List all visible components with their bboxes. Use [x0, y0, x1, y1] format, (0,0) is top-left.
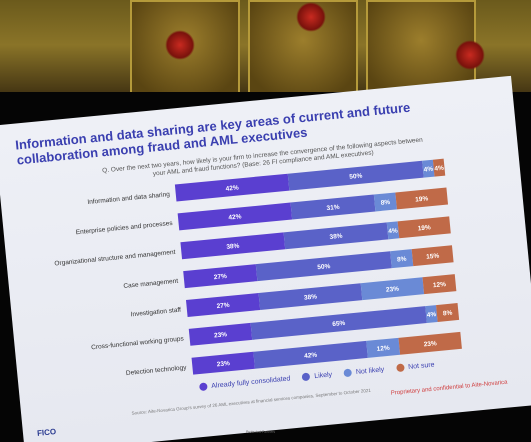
- category-label: Organizational structure and management: [54, 249, 176, 268]
- data-label: 42%: [304, 352, 318, 360]
- bar-segment: [188, 322, 253, 346]
- category-label: Case management: [123, 278, 179, 290]
- data-label: 19%: [417, 224, 431, 232]
- bar-segment: [287, 160, 424, 191]
- category-label: Detection technology: [126, 364, 188, 377]
- bar-segment: [397, 216, 451, 239]
- bar-segment: [422, 274, 457, 295]
- source-note: Source: Aite-Novarica Group's survey of …: [131, 387, 372, 416]
- data-label: 42%: [228, 213, 242, 221]
- data-label: 4%: [388, 227, 398, 235]
- bar-segment: [255, 251, 392, 282]
- data-label: 4%: [427, 311, 437, 319]
- data-label: 65%: [332, 320, 346, 328]
- bar-segment: [432, 158, 446, 177]
- confidentiality-note: Proprietary and confidential to Aite-Nov…: [390, 379, 508, 397]
- bar-segment: [185, 293, 261, 317]
- bar-segment: [398, 331, 462, 355]
- bar-segment: [425, 305, 438, 324]
- data-label: 15%: [426, 253, 440, 261]
- data-label: 8%: [380, 199, 390, 207]
- slide: Information and data sharing are key are…: [0, 75, 531, 442]
- bar-segment: [395, 187, 449, 210]
- legend-item: Likely: [301, 370, 333, 382]
- data-label: 31%: [326, 204, 340, 212]
- data-label: 27%: [216, 302, 230, 310]
- screen-footer-tag: Protected Partners: [246, 430, 276, 434]
- data-label: 23%: [214, 331, 228, 339]
- bar-segment: [411, 245, 454, 267]
- data-label: 50%: [317, 263, 331, 271]
- category-label: Enterprise policies and processes: [75, 220, 173, 236]
- data-label: 19%: [415, 195, 429, 203]
- category-label: Information and data sharing: [87, 191, 170, 206]
- bar-segment: [373, 192, 397, 212]
- data-label: 4%: [423, 166, 433, 174]
- bar-segment: [290, 194, 376, 220]
- bar-segment: [253, 340, 368, 369]
- data-label: 23%: [217, 360, 231, 368]
- bar-segment: [177, 202, 293, 231]
- bar-segment: [360, 277, 425, 301]
- bar-segment: [183, 264, 258, 289]
- data-label: 38%: [304, 293, 318, 301]
- fico-logo: FICO: [36, 427, 57, 438]
- legend-label: Not likely: [355, 365, 385, 376]
- category-label: Investigation staff: [130, 307, 181, 319]
- data-label: 12%: [376, 345, 390, 353]
- bar-segment: [174, 173, 290, 202]
- data-label: 42%: [225, 184, 239, 192]
- legend-label: Likely: [313, 370, 333, 380]
- data-label: 23%: [386, 286, 400, 294]
- ceiling-ornament: [455, 40, 485, 70]
- data-label: 50%: [349, 173, 363, 181]
- data-label: 27%: [214, 273, 228, 281]
- legend-label: Not sure: [407, 361, 435, 371]
- data-label: 38%: [329, 233, 343, 241]
- category-label: Cross-functional working groups: [91, 335, 185, 351]
- ceiling-ornament: [165, 30, 195, 60]
- data-label: 4%: [434, 165, 444, 173]
- legend-swatch: [199, 382, 208, 392]
- bar-segment: [180, 232, 286, 260]
- bar-segment: [258, 283, 363, 310]
- bar-segment: [191, 351, 255, 375]
- bar-segment: [436, 303, 460, 323]
- data-label: 8%: [443, 310, 453, 318]
- legend-swatch: [395, 363, 405, 373]
- data-label: 38%: [226, 243, 240, 251]
- bar-segment: [283, 222, 389, 250]
- bar-segment: [390, 249, 414, 269]
- legend-swatch: [343, 368, 353, 378]
- data-label: 8%: [397, 256, 407, 264]
- legend-swatch: [301, 372, 311, 382]
- bar-segment: [366, 337, 401, 358]
- bar-segment: [422, 159, 435, 178]
- data-label: 12%: [433, 281, 447, 289]
- bar-segment: [386, 221, 400, 240]
- bar-segment: [250, 306, 427, 340]
- ceiling-ornament: [296, 2, 326, 32]
- data-label: 23%: [423, 340, 437, 348]
